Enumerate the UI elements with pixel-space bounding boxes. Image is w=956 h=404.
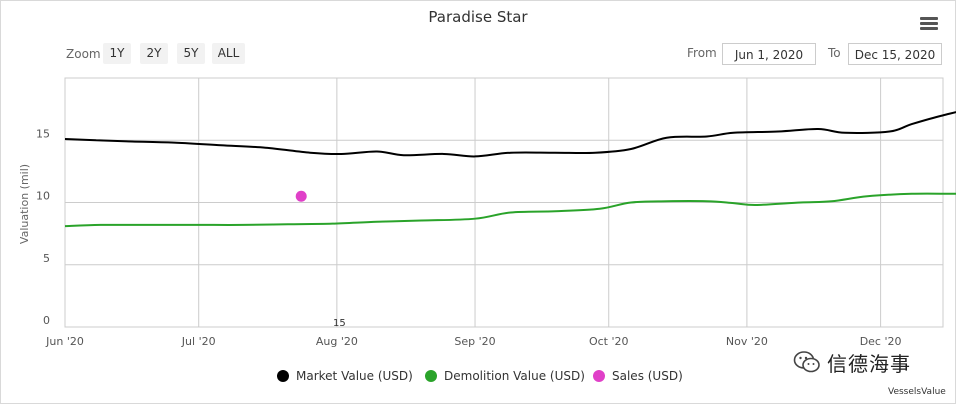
- y-tick-label: 15: [36, 127, 50, 140]
- from-date-input[interactable]: Jun 1, 2020: [722, 43, 816, 65]
- series-group: [64, 111, 956, 228]
- y-tick-label: 10: [36, 190, 50, 203]
- x-tick-label: Nov '20: [726, 335, 768, 348]
- series-line-1: [64, 192, 956, 228]
- legend-label: Sales (USD): [612, 369, 683, 383]
- y-axis-ticks: 0 5 10 15: [36, 127, 50, 327]
- x-axis-ticks: Jun '20 Jul '20 Aug '20 Sep '20 Oct '20 Nov '…: [45, 335, 901, 348]
- x-tick-label: Oct '20: [589, 335, 629, 348]
- wechat-icon: [793, 351, 820, 373]
- credits: VesselsValue: [888, 387, 946, 397]
- to-date-input[interactable]: Dec 15, 2020: [848, 43, 942, 65]
- y-tick-label: 5: [43, 252, 50, 265]
- watermark: 信德海事: [793, 348, 911, 376]
- legend-marker: [425, 370, 437, 382]
- series-line-0: [64, 111, 956, 158]
- legend-label: Market Value (USD): [296, 369, 413, 383]
- x-tick-label: Jul '20: [181, 335, 216, 348]
- x-tick-label: Dec '20: [860, 335, 902, 348]
- stray-tick-label: 15: [333, 318, 346, 329]
- x-tick-label: Sep '20: [454, 335, 495, 348]
- y-tick-label: 0: [43, 314, 50, 327]
- to-label: To: [828, 46, 841, 60]
- sales-point: [295, 190, 307, 202]
- legend: Market Value (USD) Demolition Value (USD)…: [277, 369, 683, 383]
- legend-marker: [277, 370, 289, 382]
- watermark-text: 信德海事: [827, 351, 911, 376]
- zoom-label: Zoom: [66, 47, 101, 61]
- chart-title: Paradise Star: [428, 8, 528, 26]
- zoom-5y-button[interactable]: 5Y: [177, 43, 205, 64]
- zoom-1y-button[interactable]: 1Y: [103, 43, 131, 64]
- zoom-2y-button[interactable]: 2Y: [140, 43, 168, 64]
- menu-hamburger-icon[interactable]: [920, 16, 938, 32]
- from-label: From: [687, 46, 717, 60]
- x-tick-label: Aug '20: [316, 335, 358, 348]
- y-axis-title: Valuation (mil): [18, 164, 31, 244]
- legend-label: Demolition Value (USD): [444, 369, 585, 383]
- zoom-all-button[interactable]: ALL: [212, 43, 245, 64]
- legend-marker: [593, 370, 605, 382]
- x-tick-label: Jun '20: [45, 335, 84, 348]
